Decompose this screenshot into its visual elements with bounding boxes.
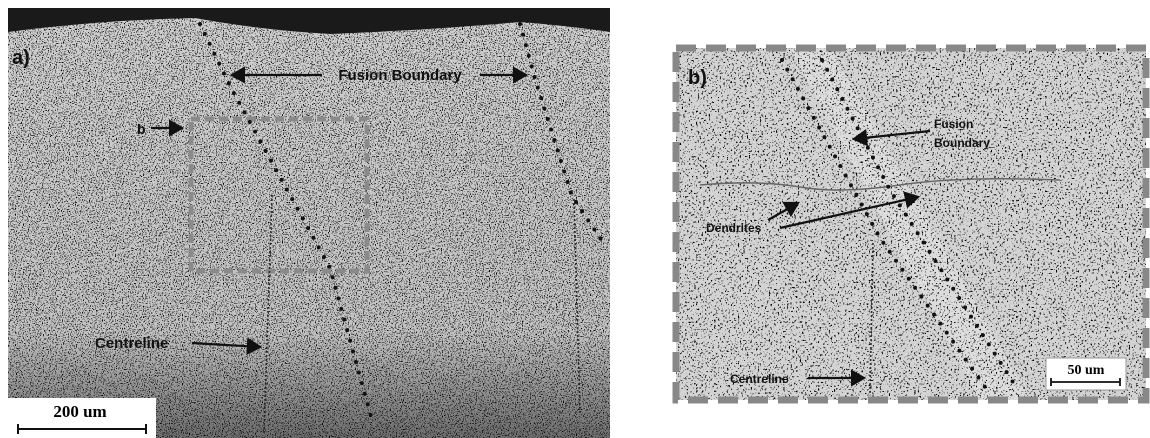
texture bbox=[8, 8, 610, 438]
scale-bar-label: 50 um bbox=[1068, 363, 1105, 378]
centreline-label: Centreline bbox=[730, 372, 789, 386]
figure: a) Fusion Boundary b Centreline 200 um b… bbox=[0, 0, 1150, 438]
panel-a: a) Fusion Boundary b Centreline 200 um bbox=[8, 8, 610, 438]
scale-bar-label: 200 um bbox=[53, 402, 106, 421]
centreline-label: Centreline bbox=[95, 335, 168, 352]
panel-b: b) Fusion Boundary Dendrites Centreline … bbox=[676, 48, 1146, 400]
fusion-boundary-label: Boundary bbox=[934, 136, 990, 150]
dendrites-label: Dendrites bbox=[706, 221, 762, 235]
fusion-boundary-label: Fusion Boundary bbox=[338, 67, 462, 84]
panel-label: b) bbox=[688, 67, 707, 89]
fusion-boundary-label: Fusion bbox=[934, 117, 973, 131]
inset-marker: b bbox=[137, 121, 146, 137]
panel-label: a) bbox=[12, 47, 30, 69]
